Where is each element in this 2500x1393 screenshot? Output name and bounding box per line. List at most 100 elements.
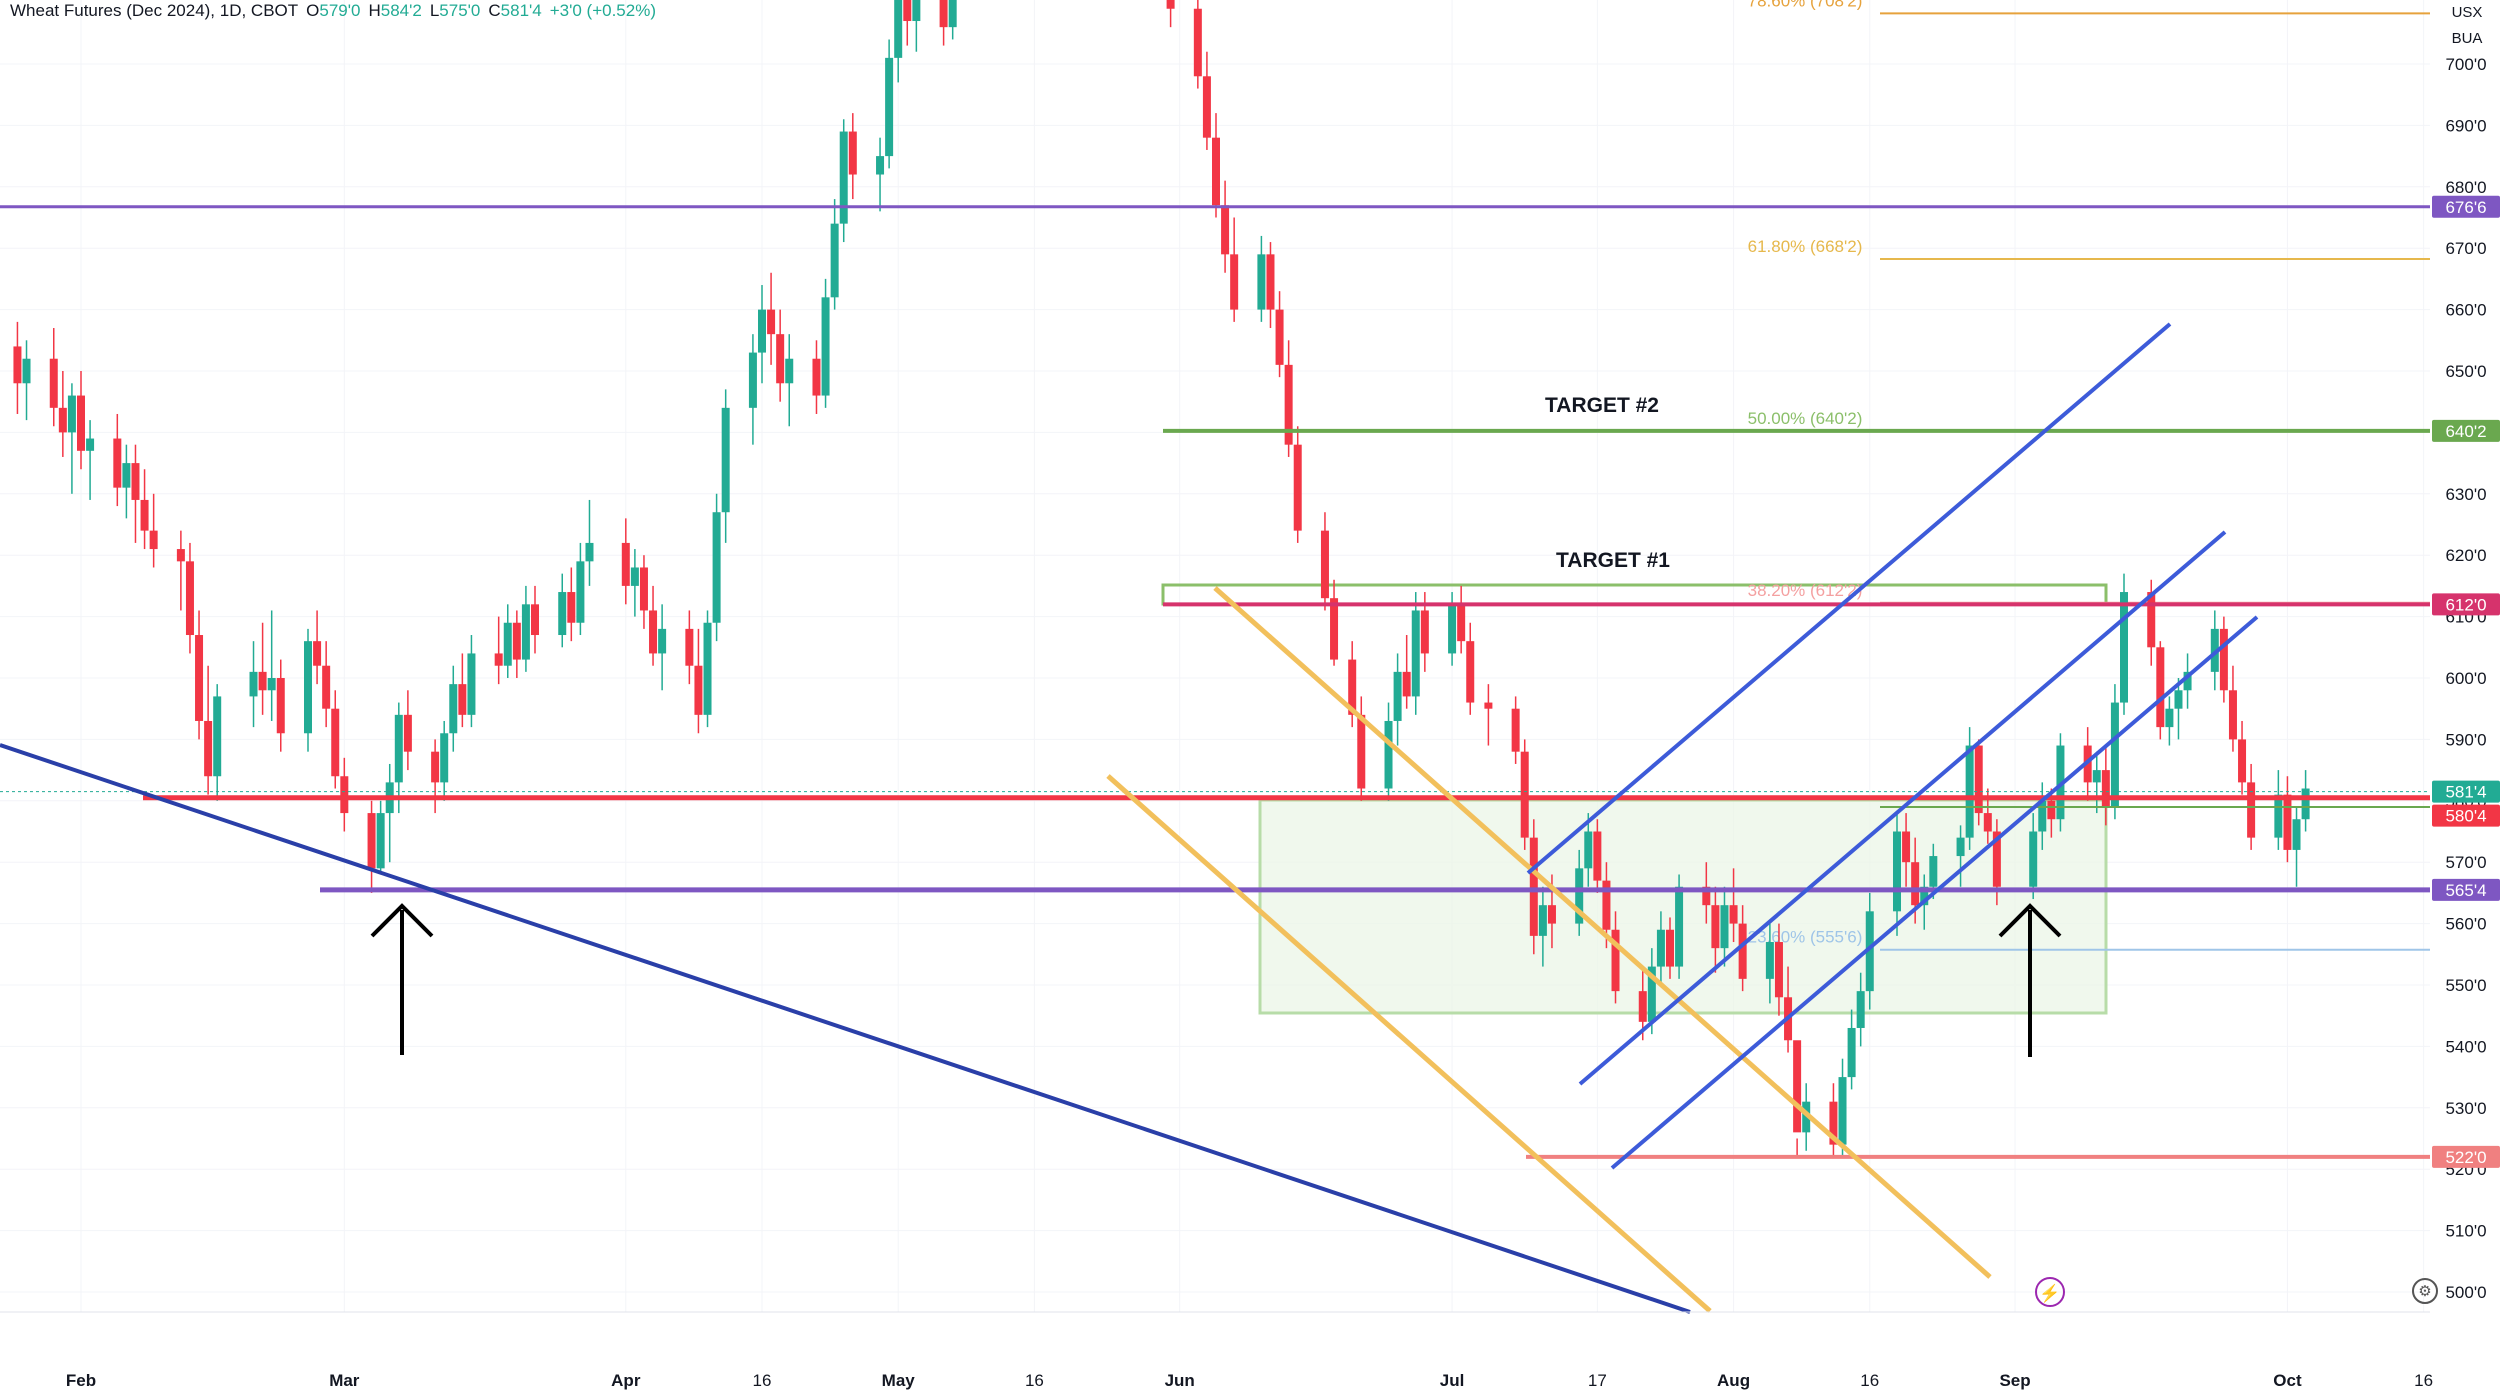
fib-label: 61.80% (668'2): [1748, 237, 1863, 256]
high-value: 584'2: [380, 1, 422, 20]
candle-body: [403, 714, 412, 752]
close-label: C: [488, 1, 501, 20]
candle: [267, 610, 276, 721]
candle: [58, 371, 67, 457]
symbol-name[interactable]: Wheat Futures (Dec 2024), 1D, CBOT: [10, 1, 299, 20]
candle: [67, 383, 76, 494]
candle-body: [2174, 690, 2183, 709]
candle: [2283, 776, 2292, 863]
candle: [776, 309, 785, 402]
candle-body: [1511, 708, 1520, 752]
candle-body: [2156, 647, 2165, 728]
y-tick-label: 530'0: [2445, 1099, 2486, 1118]
candle-body: [721, 407, 730, 513]
candle-body: [1538, 905, 1547, 936]
x-tick-label: 16: [1860, 1371, 1879, 1390]
candle-body: [758, 309, 766, 353]
candle-body: [1593, 831, 1602, 881]
candle: [821, 278, 830, 408]
x-tick-label: Jul: [1440, 1371, 1465, 1390]
candle: [2301, 770, 2310, 832]
candle-body: [376, 813, 385, 869]
low-label: L: [429, 1, 440, 20]
candle: [748, 334, 757, 445]
candle-body: [649, 610, 658, 654]
candle-body: [1257, 254, 1266, 310]
candle-body: [1330, 598, 1339, 660]
price-badge: 580'4: [2432, 804, 2500, 827]
candle: [621, 518, 630, 605]
candle-body: [912, 0, 921, 22]
candle: [1520, 739, 1529, 850]
candle: [1511, 696, 1520, 764]
arrows: [370, 903, 2062, 1057]
candle: [1257, 235, 1266, 322]
price-badge-label: 676'6: [2445, 198, 2486, 217]
candle-body: [467, 653, 476, 715]
candle-body: [531, 604, 539, 636]
candle-body: [304, 641, 312, 734]
open-value: 579'0: [319, 1, 361, 20]
candle: [1893, 813, 1901, 936]
candle-body: [694, 665, 703, 715]
candle-body: [1838, 1077, 1847, 1145]
currency-unit[interactable]: USX: [2451, 4, 2483, 21]
price-badge: 640'2: [2432, 419, 2500, 442]
candle-body: [2274, 794, 2283, 838]
candle-body: [2301, 788, 2310, 820]
candle-body: [113, 438, 122, 488]
candle: [86, 420, 95, 500]
flash-icon[interactable]: ⚡: [2035, 1277, 2065, 1307]
candle-body: [322, 665, 331, 709]
candle: [140, 469, 149, 550]
candle-body: [2029, 831, 2038, 887]
candle-body: [249, 671, 258, 697]
candle-body: [431, 751, 440, 783]
currency-box[interactable]: USX BUA: [2442, 0, 2492, 52]
settings-icon[interactable]: ⚙: [2412, 1278, 2438, 1304]
candle-body: [1656, 929, 1665, 967]
x-tick-label: Apr: [611, 1371, 641, 1390]
candle-body: [658, 628, 667, 654]
candle-body: [812, 358, 821, 396]
candle: [1865, 892, 1874, 1010]
y-tick-label: 550'0: [2445, 976, 2486, 995]
candle: [1956, 825, 1965, 887]
candle-body: [131, 463, 140, 500]
candle: [2183, 653, 2192, 709]
candle: [1166, 0, 1175, 28]
candle: [558, 573, 567, 648]
candle-body: [367, 813, 376, 869]
candle-body: [2165, 708, 2174, 728]
candle: [113, 413, 122, 507]
candle-body: [712, 512, 721, 623]
y-tick-label: 540'0: [2445, 1037, 2486, 1056]
candle-body: [1793, 1040, 1802, 1133]
candle-body: [204, 720, 213, 777]
candle-body: [67, 395, 76, 433]
candle-body: [258, 671, 267, 691]
x-tick-label: 17: [1588, 1371, 1607, 1390]
x-tick-label: Jun: [1165, 1371, 1195, 1390]
time-axis[interactable]: FebMarApr16May16JunJul17Aug16SepOct16Nov…: [66, 1371, 2500, 1390]
candle: [2210, 610, 2219, 691]
currency-sub[interactable]: BUA: [2451, 30, 2483, 47]
candle: [1829, 1083, 1838, 1157]
candle-body: [1448, 604, 1457, 654]
fib-label: 23.60% (555'6): [1748, 928, 1863, 947]
candle-body: [948, 0, 957, 28]
candle-body: [1348, 659, 1357, 715]
candle: [1584, 813, 1593, 887]
candle: [276, 659, 285, 752]
y-tick-label: 600'0: [2445, 669, 2486, 688]
candle-body: [140, 499, 149, 531]
price-axis[interactable]: 500'0510'0520'0530'0540'0550'0560'0570'0…: [2445, 55, 2486, 1302]
candle: [1457, 585, 1466, 654]
candle: [2029, 813, 2038, 900]
y-tick-label: 500'0: [2445, 1283, 2486, 1302]
candle-body: [585, 542, 594, 562]
candle: [1666, 917, 1674, 979]
candle-body: [1702, 886, 1711, 906]
candle-body: [1275, 309, 1284, 365]
